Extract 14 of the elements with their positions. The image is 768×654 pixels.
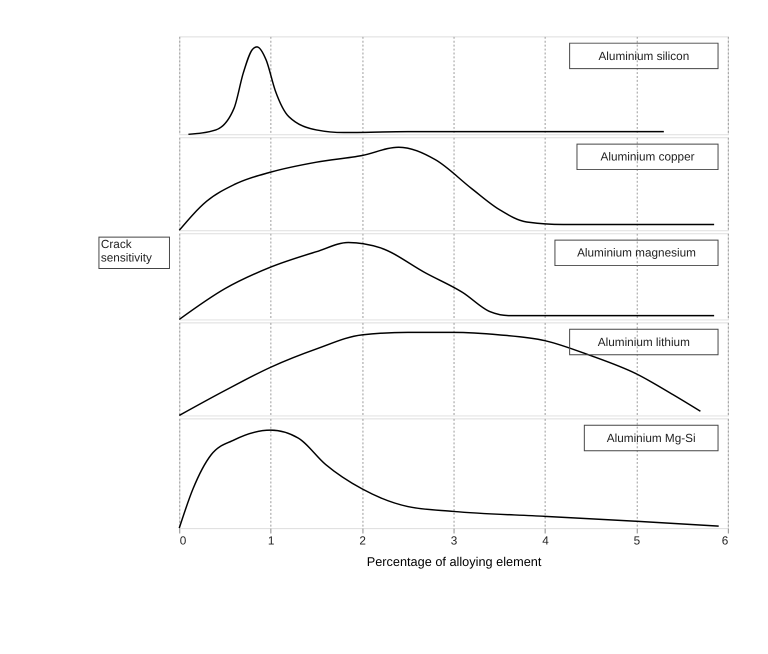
- x-tick-label: 3: [450, 534, 458, 548]
- x-tick-label: 6: [722, 534, 729, 548]
- text: Aluminium Mg-Si: [606, 432, 696, 445]
- x-tick-label: 1: [268, 534, 274, 548]
- x-tick-label: 0: [180, 534, 187, 548]
- x-tick-label: 2: [359, 534, 366, 548]
- series-label: Aluminium lithium: [598, 336, 690, 349]
- y-axis-title: Crack sensitivity: [100, 238, 152, 265]
- text: Aluminium magnesium: [577, 246, 696, 260]
- text: Aluminium copper: [600, 150, 695, 164]
- x-tick-label: 5: [634, 534, 641, 548]
- x-tick-label: 4: [542, 534, 550, 548]
- x-axis-title: Percentage of alloying element: [366, 554, 542, 569]
- text: Aluminium silicon: [598, 50, 690, 63]
